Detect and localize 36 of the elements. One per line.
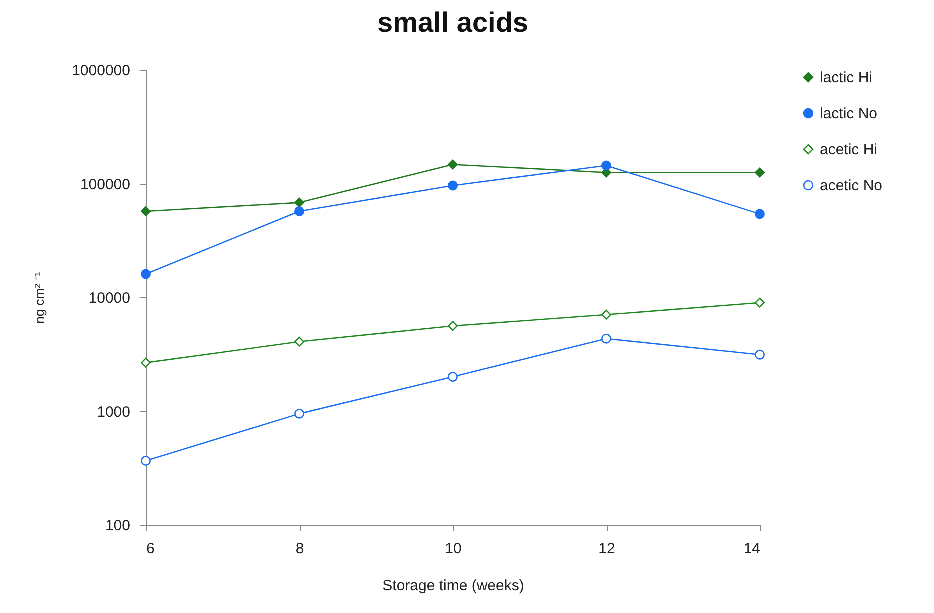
point <box>602 160 612 171</box>
chart-title: small acids <box>378 7 528 38</box>
y-tick-label: 1000 <box>97 404 130 421</box>
point <box>294 206 304 216</box>
point <box>755 350 765 360</box>
point <box>602 310 612 320</box>
point <box>755 298 765 308</box>
y-tick-label: 100000 <box>80 176 130 194</box>
y-tick-label: 10000 <box>88 290 130 307</box>
point <box>294 336 304 347</box>
point <box>294 408 304 419</box>
x-axis-title: Storage time (weeks) <box>382 578 524 594</box>
x-tick-label: 8 <box>296 540 304 558</box>
point <box>448 160 458 170</box>
y-tick-label: 1000000 <box>72 62 130 80</box>
point <box>141 358 151 368</box>
point <box>448 180 458 191</box>
point <box>602 334 612 344</box>
x-tick-label: 12 <box>598 540 616 558</box>
point <box>448 321 458 332</box>
point <box>294 198 304 208</box>
x-tick-label: 6 <box>146 540 155 558</box>
y-axis-title: ng cm² ⁻¹ <box>32 271 48 324</box>
y-tick-label: 100 <box>105 518 130 534</box>
point <box>141 269 151 280</box>
point <box>141 206 151 216</box>
legend-label: acetic No <box>820 178 883 194</box>
x-tick-label: 14 <box>744 540 760 558</box>
x-tick-label: 10 <box>445 540 462 558</box>
legend-label: acetic Hi <box>820 142 878 158</box>
point <box>141 456 151 466</box>
legend-label: lactic Hi <box>820 70 873 86</box>
point <box>448 372 458 382</box>
point <box>755 168 765 178</box>
point <box>755 209 765 220</box>
legend-label: lactic No <box>820 106 878 122</box>
